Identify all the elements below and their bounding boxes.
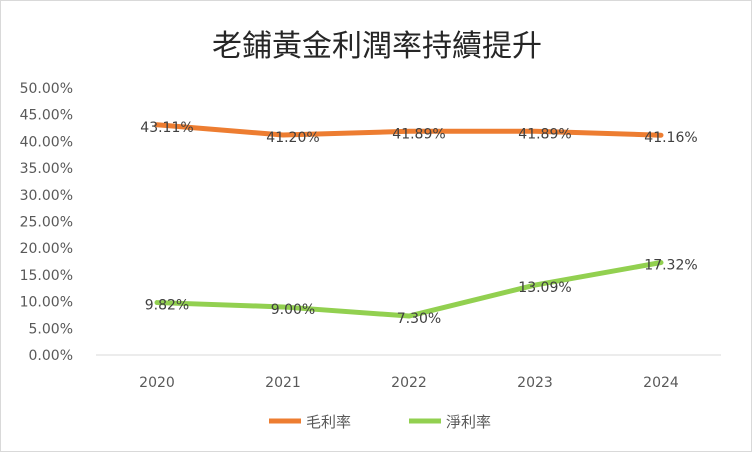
data-label: 41.20% <box>266 130 319 146</box>
x-tick-label: 2024 <box>643 375 679 391</box>
data-label: 17.32% <box>644 258 697 274</box>
series-line-2 <box>154 260 664 319</box>
legend-label: 毛利率 <box>306 413 351 431</box>
y-tick-label: 35.00% <box>20 161 73 177</box>
x-tick-label: 2020 <box>139 375 175 391</box>
data-label: 43.11% <box>140 120 193 136</box>
y-tick-label: 40.00% <box>20 134 73 150</box>
data-label: 13.09% <box>518 280 571 296</box>
y-tick-label: 50.00% <box>20 81 73 97</box>
chart-title: 老鋪黃金利潤率持續提升 <box>212 29 542 64</box>
y-tick-label: 10.00% <box>20 295 73 311</box>
data-label: 41.89% <box>518 126 571 142</box>
y-tick-label: 30.00% <box>20 188 73 204</box>
y-tick-label: 25.00% <box>20 215 73 231</box>
x-tick-label: 2022 <box>391 375 427 391</box>
legend-label: 淨利率 <box>446 413 491 431</box>
x-tick-label: 2021 <box>265 375 301 391</box>
y-tick-label: 45.00% <box>20 108 73 124</box>
x-tick-label: 2023 <box>517 375 553 391</box>
y-tick-label: 5.00% <box>29 321 73 337</box>
y-tick-label: 15.00% <box>20 268 73 284</box>
y-tick-label: 20.00% <box>20 241 73 257</box>
data-label: 41.89% <box>392 126 445 142</box>
data-label: 9.82% <box>145 298 189 314</box>
data-label: 41.16% <box>644 130 697 146</box>
data-label: 7.30% <box>397 311 441 327</box>
y-tick-label: 0.00% <box>29 348 73 364</box>
data-label: 9.00% <box>271 302 315 318</box>
